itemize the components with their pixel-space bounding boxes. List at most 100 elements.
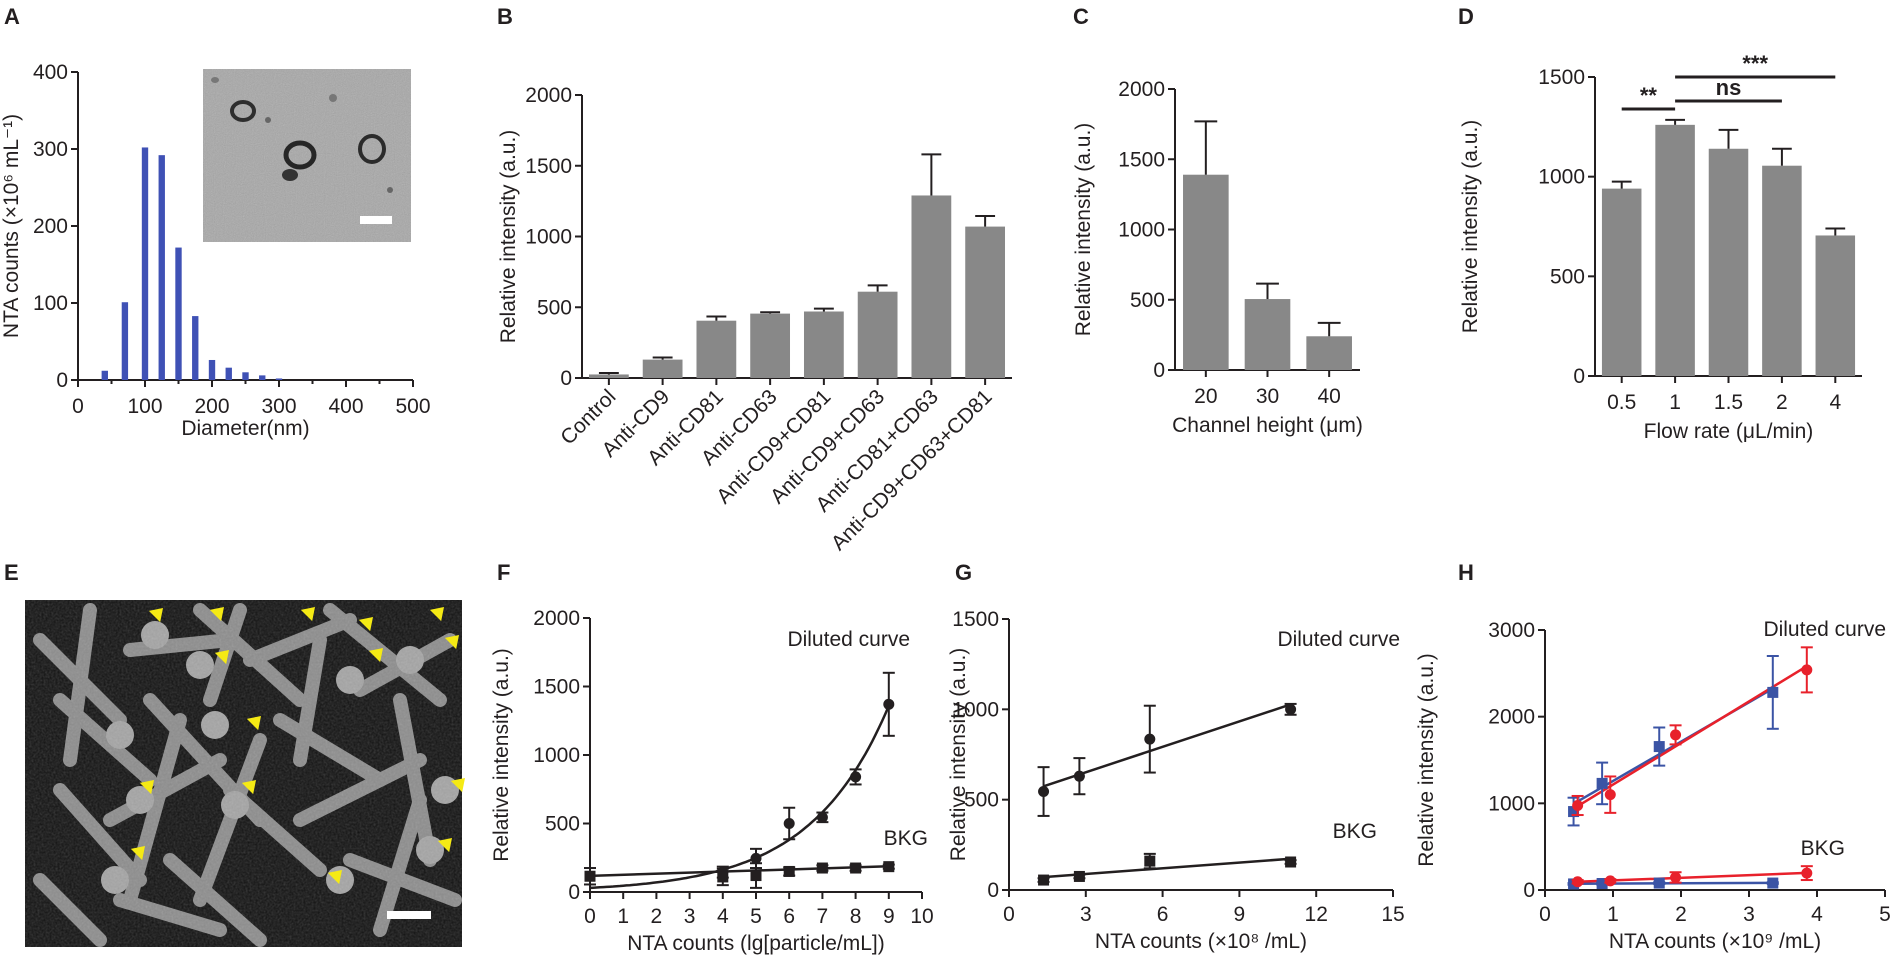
data-point (1073, 870, 1085, 882)
yellow-arrow-marker (429, 607, 444, 622)
y-tick-label: 0 (1573, 365, 1585, 388)
yellow-arrow-marker (444, 635, 459, 650)
x-tick-label: 500 (395, 395, 430, 418)
x-category-label: 2 (1776, 391, 1788, 414)
y-tick-label: 0 (568, 881, 580, 904)
y-tick-label: 1000 (1538, 166, 1585, 189)
histogram-bar (101, 370, 108, 380)
data-point (1767, 877, 1779, 889)
yellow-arrow-marker (300, 607, 315, 622)
bar (642, 359, 683, 378)
bar (965, 226, 1006, 378)
tem-exosome-micrograph (203, 69, 411, 242)
y-tick-label: 500 (964, 789, 999, 812)
x-tick-label: 1 (617, 905, 629, 928)
yellow-arrow-marker (209, 607, 224, 622)
data-point (1144, 733, 1156, 745)
panel-label-g: G (955, 560, 972, 585)
x-tick-label: 200 (194, 395, 229, 418)
histogram-bar (121, 302, 129, 380)
data-point (1596, 878, 1608, 889)
y-tick-label: 1000 (533, 744, 580, 767)
data-point (783, 865, 795, 877)
data-point (1801, 664, 1813, 676)
bar (1244, 299, 1291, 370)
y-axis-title: Relative intensity (a.u.) (947, 648, 970, 862)
data-point (1653, 877, 1665, 889)
histogram-bar (208, 359, 216, 380)
bar (857, 291, 898, 378)
y-axis-title: Relative intensity (a.u.) (1459, 120, 1482, 334)
histogram-bar (141, 147, 149, 380)
data-point (883, 861, 895, 873)
y-tick-label: 1500 (952, 608, 999, 631)
panel-label-c: C (1073, 4, 1089, 29)
y-axis-title: Relative intensity (a.u.) (1415, 653, 1438, 867)
x-tick-label: 15 (1381, 903, 1404, 926)
panel-label-f: F (497, 560, 510, 585)
x-tick-label: 9 (883, 905, 895, 928)
x-axis-title: Diameter(nm) (181, 417, 309, 440)
y-tick-label: 0 (987, 879, 999, 902)
histogram-bar (275, 378, 283, 380)
x-category-label: 30 (1256, 385, 1279, 408)
y-tick-label: 2000 (1118, 78, 1165, 101)
chart-panel-d: 0 500 1000 1500 Relative intensity (a.u.) 0.5… (1459, 51, 1862, 443)
y-tick-label: 1500 (1118, 148, 1165, 171)
x-tick-label: 3 (684, 905, 696, 928)
chart-panel-f: 0 500 1000 1500 2000 Relative intensity (a.u.… (490, 607, 934, 955)
panel-label-a: A (4, 4, 20, 29)
fit-curve (589, 705, 890, 890)
panel-label-e: E (4, 560, 19, 585)
x-axis-title: Channel height (μm) (1172, 414, 1363, 437)
histogram-bar (242, 372, 249, 380)
bkg-fit-line (589, 864, 889, 878)
bar (1655, 124, 1695, 376)
x-category-label: 1 (1669, 391, 1681, 414)
x-tick-label: 0 (72, 395, 84, 418)
yellow-arrow-marker (327, 870, 342, 885)
data-point (883, 698, 895, 710)
data-point (1670, 871, 1682, 883)
histogram-bar (259, 375, 266, 380)
bar (1708, 148, 1749, 376)
yellow-arrow-marker (130, 846, 145, 861)
x-tick-label: 8 (850, 905, 862, 928)
bar (588, 374, 629, 378)
y-tick-label: 200 (33, 215, 68, 238)
x-tick-label: 9 (1234, 903, 1246, 926)
bar (696, 320, 737, 378)
y-tick-label: 0 (560, 367, 572, 390)
x-axis-title: NTA counts (lg[particle/mL]) (627, 932, 885, 955)
data-point (850, 862, 862, 874)
x-tick-label: 3 (1080, 903, 1092, 926)
yellow-arrow-marker (246, 716, 261, 731)
bar (750, 313, 791, 378)
data-point (816, 811, 828, 823)
chart-panel-g: 0 500 1000 1500 Relative intensity (a.u.) 0 3 6… (947, 608, 1405, 953)
significance-label: ns (1716, 75, 1742, 100)
data-point (1604, 875, 1616, 887)
panel-label-h: H (1458, 560, 1474, 585)
data-point (584, 870, 596, 882)
data-point (750, 852, 762, 864)
data-point (1653, 741, 1665, 753)
x-tick-label: 300 (261, 395, 296, 418)
yellow-arrow-marker (437, 838, 452, 853)
panel-label-b: B (497, 4, 513, 29)
histogram-bar (175, 247, 182, 380)
sem-nanowire-micrograph (25, 600, 465, 947)
x-tick-label: 2 (1675, 903, 1687, 926)
x-tick-label: 1 (1607, 903, 1619, 926)
panel-label-d: D (1458, 4, 1474, 29)
y-tick-label: 300 (33, 138, 68, 161)
data-point (850, 771, 862, 783)
significance-label: *** (1742, 51, 1768, 76)
data-point (1073, 770, 1085, 782)
data-point (816, 862, 828, 874)
x-tick-label: 6 (783, 905, 795, 928)
data-point (1038, 874, 1050, 886)
x-tick-label: 400 (328, 395, 363, 418)
fit-line (1577, 871, 1807, 884)
yellow-arrow-marker (450, 778, 465, 793)
